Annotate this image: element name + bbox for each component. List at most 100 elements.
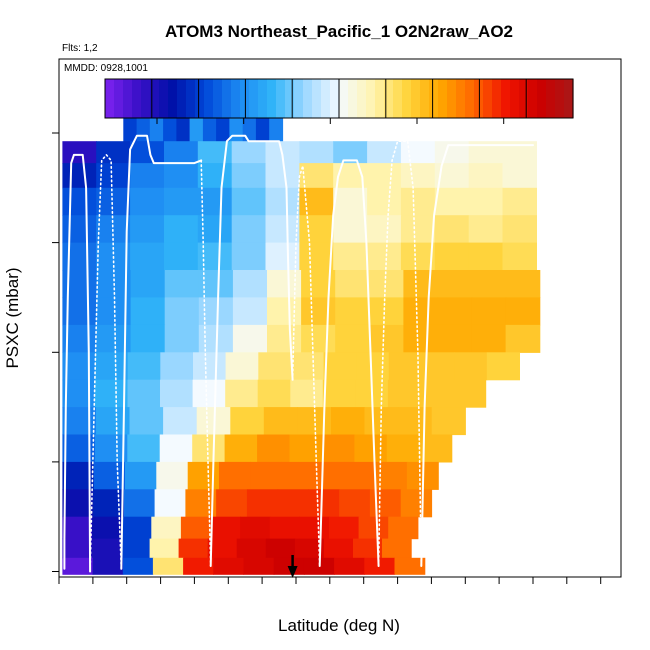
heatmap-cell-7-7 — [301, 297, 336, 326]
heatmap — [62, 111, 541, 575]
heatmap-cell-12-10 — [386, 434, 420, 463]
heatmap-cell-9-4 — [193, 352, 227, 381]
heatmap-cell-17-4 — [183, 557, 214, 575]
heatmap-cell-1-8 — [333, 141, 368, 164]
heatmap-cell-1-2 — [130, 141, 165, 164]
heatmap-cell-14-0 — [62, 489, 94, 518]
heatmap-cell-13-3 — [156, 461, 189, 490]
heatmap-cell-1-1 — [96, 141, 131, 164]
colorbar-swatch-41 — [474, 79, 484, 118]
chart-title: ATOM3 Northeast_Pacific_1 O2N2raw_AO2 — [165, 22, 513, 41]
heatmap-cell-6-8 — [335, 270, 370, 298]
heatmap-cell-14-11 — [400, 489, 433, 518]
colorbar-swatch-26 — [339, 79, 349, 118]
heatmap-cell-7-5 — [232, 297, 268, 326]
heatmap-cell-15-5 — [210, 516, 241, 540]
heatmap-cell-7-3 — [164, 297, 200, 326]
flight-track-track-8 — [377, 140, 423, 567]
colorbar-swatch-3 — [132, 79, 142, 118]
heatmap-cell-6-4 — [198, 270, 234, 298]
heatmap-cell-5-7 — [299, 242, 334, 271]
heatmap-cell-3-12 — [468, 187, 504, 216]
heatmap-cell-9-0 — [62, 352, 96, 381]
heatmap-cell-4-8 — [333, 215, 368, 244]
heatmap-cell-15-9 — [329, 516, 360, 540]
heatmap-cell-13-2 — [125, 461, 157, 490]
plot-frame — [58, 58, 622, 578]
heatmap-cell-11-0 — [62, 407, 97, 436]
colorbar-swatch-29 — [366, 79, 376, 118]
heatmap-cell-17-9 — [334, 557, 365, 575]
heatmap-cell-11-5 — [230, 407, 265, 436]
colorbar-swatch-0 — [105, 79, 115, 118]
heatmap-cell-3-6 — [265, 187, 300, 216]
colorbar-swatch-35 — [420, 79, 430, 118]
y-axis-title: PSXC (mbar) — [3, 267, 22, 368]
colorbar-swatch-5 — [150, 79, 160, 118]
heatmap-cell-4-5 — [231, 215, 267, 244]
heatmap-cell-6-10 — [403, 270, 439, 298]
colorbar-swatch-6 — [159, 79, 169, 118]
colorbar-swatch-4 — [141, 79, 151, 118]
colorbar-swatch-21 — [294, 79, 304, 118]
heatmap-cell-4-2 — [130, 215, 165, 244]
colorbar-swatch-25 — [330, 79, 340, 118]
colorbar-swatch-39 — [456, 79, 466, 118]
heatmap-cell-4-12 — [468, 215, 504, 244]
colorbar-swatch-15 — [240, 79, 250, 118]
heatmap-cell-8-6 — [267, 324, 302, 353]
heatmap-cell-8-7 — [301, 324, 336, 353]
heatmap-cell-11-11 — [431, 407, 466, 436]
heatmap-cell-9-7 — [290, 352, 325, 381]
heatmap-cell-2-7 — [299, 163, 334, 189]
heatmap-cell-10-2 — [127, 379, 161, 408]
flight-track-track-6 — [291, 165, 321, 567]
heatmap-cell-13-7 — [281, 461, 314, 490]
colorbar-swatch-17 — [258, 79, 268, 118]
heatmap-cell-17-11 — [394, 557, 426, 575]
heatmap-cell-14-9 — [339, 489, 371, 518]
colorbar-swatch-32 — [393, 79, 403, 118]
heatmap-cell-0-9 — [242, 111, 257, 142]
heatmap-cell-15-10 — [358, 516, 389, 540]
heatmap-cell-12-8 — [321, 434, 355, 463]
heatmap-cell-12-3 — [159, 434, 193, 463]
latitude-marker-head — [287, 566, 298, 578]
heatmap-cell-0-2 — [149, 111, 164, 142]
heatmap-cell-9-3 — [160, 352, 194, 381]
heatmap-cell-7-8 — [335, 297, 370, 326]
heatmap-cell-2-2 — [130, 163, 165, 189]
heatmap-cell-12-9 — [354, 434, 388, 463]
heatmap-cell-1-9 — [367, 141, 402, 164]
colorbar-swatch-47 — [528, 79, 538, 118]
heatmap-cell-12-2 — [127, 434, 161, 463]
colorbar-swatch-37 — [438, 79, 448, 118]
heatmap-cell-7-6 — [267, 297, 302, 326]
colorbar-swatch-43 — [492, 79, 502, 118]
heatmap-cell-11-6 — [263, 407, 298, 436]
heatmap-cell-14-5 — [216, 489, 248, 518]
heatmap-cell-10-10 — [387, 379, 422, 408]
colorbar — [104, 78, 574, 124]
heatmap-cell-2-1 — [96, 163, 131, 189]
heatmap-cell-11-3 — [163, 407, 198, 436]
heatmap-cell-0-7 — [216, 111, 230, 142]
heatmap-cell-13-8 — [312, 461, 345, 490]
flight-track — [63, 134, 534, 573]
heatmap-cell-15-0 — [62, 516, 93, 540]
heatmap-cell-17-2 — [122, 557, 154, 575]
heatmap-cell-9-8 — [323, 352, 357, 381]
colorbar-swatch-44 — [501, 79, 511, 118]
heatmap-cell-0-5 — [189, 111, 204, 142]
heatmap-cell-16-9 — [323, 538, 354, 559]
colorbar-swatch-24 — [321, 79, 331, 118]
colorbar-swatch-50 — [555, 79, 565, 118]
colorbar-swatch-20 — [285, 79, 295, 118]
heatmap-cell-15-11 — [388, 516, 419, 540]
heatmap-cell-16-5 — [207, 538, 238, 559]
heatmap-cell-4-9 — [367, 215, 402, 244]
heatmap-cell-7-9 — [369, 297, 404, 326]
flight-track-track-5 — [209, 134, 294, 567]
heatmap-cell-3-9 — [367, 187, 402, 216]
colorbar-swatch-2 — [123, 79, 133, 118]
